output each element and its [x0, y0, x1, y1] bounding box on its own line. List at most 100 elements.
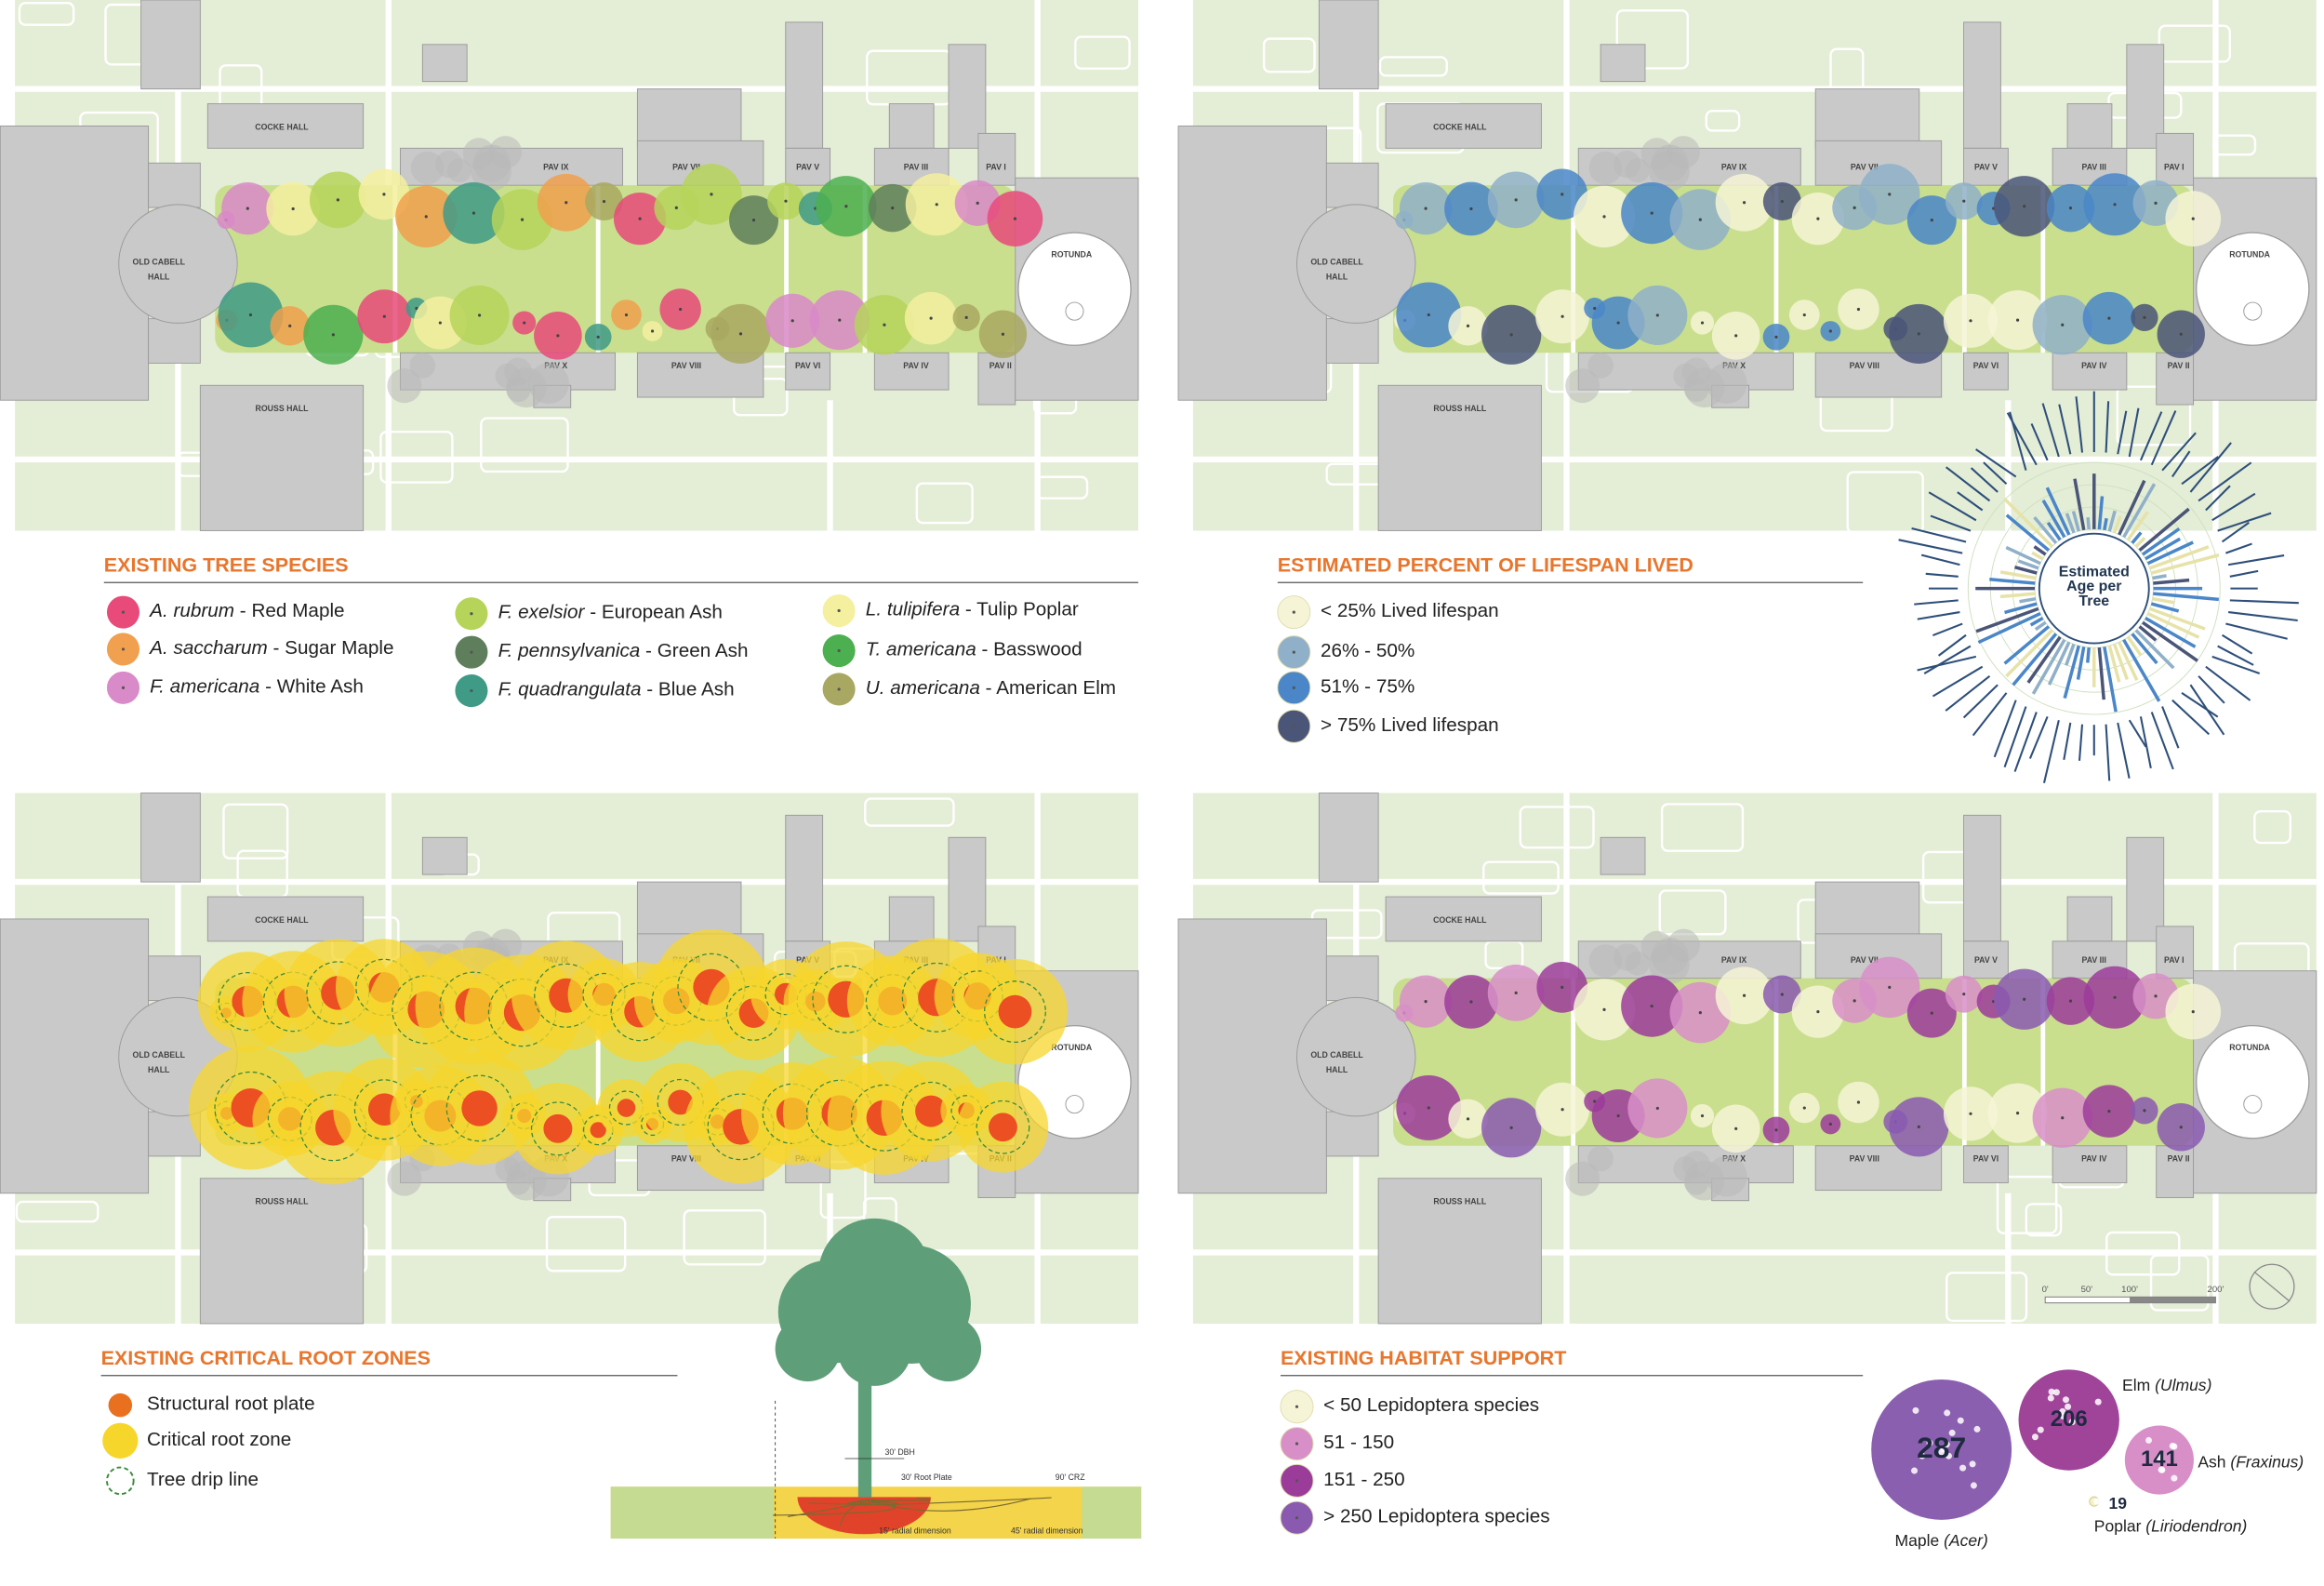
radial-label-stub — [2028, 715, 2049, 759]
building — [199, 1178, 365, 1325]
radial-title: Tree — [2078, 593, 2109, 609]
tree-center — [1774, 1128, 1778, 1132]
butterfly — [2093, 1498, 2101, 1505]
radial-bar — [1999, 592, 2036, 599]
tree-center — [1853, 206, 1856, 209]
legend-label: 51% - 75% — [1321, 676, 1414, 698]
rotunda-oculus — [2243, 301, 2263, 321]
tree-center — [1700, 321, 1705, 325]
legend-dot — [837, 608, 841, 613]
tree-center — [415, 306, 418, 311]
building — [1318, 0, 1379, 90]
crown — [775, 1315, 841, 1382]
tree-center — [929, 316, 933, 320]
radial-label-stub — [1983, 461, 2008, 486]
tree-center — [1962, 199, 1966, 203]
radial-bar — [2034, 620, 2047, 632]
north-arrow — [2249, 1263, 2295, 1310]
radial-label-stub — [2229, 599, 2299, 605]
tree-center — [1593, 306, 1597, 311]
map-label: PAV VIII — [1850, 1153, 1879, 1163]
radial-bar — [2146, 611, 2200, 639]
tree-center — [438, 321, 442, 325]
lawn-path — [784, 978, 789, 1146]
radial-label-stub — [1993, 700, 2017, 758]
tree-center — [2113, 203, 2117, 207]
footpath-block — [683, 1209, 766, 1266]
map-label: OLD CABELL — [1310, 257, 1363, 266]
habitat-value: 206 — [2051, 1406, 2088, 1432]
footpath-block — [2116, 385, 2192, 446]
tree-center — [1856, 1100, 1861, 1104]
legend-latin: F. americana — [150, 676, 259, 698]
legend-dot — [121, 647, 126, 651]
building — [1963, 1145, 2009, 1184]
building — [2126, 44, 2165, 149]
radial-center — [2038, 532, 2150, 645]
radial-bar — [1999, 570, 2037, 580]
radial-bar — [2153, 578, 2190, 585]
butterfly — [1944, 1409, 1951, 1417]
radial-label-stub — [2161, 706, 2180, 749]
butterfly — [2059, 1407, 2066, 1415]
radial-bar — [2045, 486, 2071, 536]
radial-label-stub — [1930, 514, 1972, 532]
map-label: ROTUNDA — [1051, 1043, 1092, 1052]
tree-center — [1514, 991, 1518, 994]
radial-label-stub — [2139, 411, 2163, 461]
tree-center — [1917, 332, 1920, 336]
legend-common: 51% - 75% — [1321, 676, 1414, 698]
butterfly — [1945, 1452, 1952, 1459]
drip-line — [976, 1100, 1030, 1154]
tree-center — [1514, 198, 1518, 202]
radial-label-stub — [2221, 633, 2253, 655]
building — [140, 0, 201, 90]
building — [118, 204, 238, 324]
root — [773, 1499, 896, 1516]
habitat-genus: (Liriodendron) — [2145, 1516, 2247, 1535]
footpath-block — [1519, 806, 1595, 849]
radial-bar — [2086, 646, 2091, 663]
radial-bar — [2033, 515, 2058, 544]
legend-common: > 75% Lived lifespan — [1321, 714, 1499, 736]
tree-center — [1774, 335, 1778, 339]
existing-tree — [506, 1170, 531, 1195]
radial-label-stub — [2117, 410, 2128, 455]
existing-tree — [435, 150, 463, 179]
habitat-name: Ash — [2198, 1452, 2230, 1471]
building — [2156, 1145, 2195, 1198]
legend-dot — [1295, 1442, 1299, 1446]
diagram-label: 90' CRZ — [1056, 1473, 1085, 1482]
diagram-label: 30' Root Plate — [901, 1473, 952, 1482]
footpath-block — [1705, 110, 1741, 132]
radial-label-stub — [2030, 423, 2049, 461]
tree-center — [2191, 217, 2195, 220]
radial-bar — [2122, 638, 2161, 702]
footpath-block — [1660, 803, 1745, 852]
legend-dot — [470, 612, 473, 616]
building — [1963, 940, 2009, 980]
legend-dot — [121, 610, 126, 614]
existing-tree — [409, 353, 436, 379]
butterfly — [1957, 1417, 1964, 1424]
building — [421, 44, 468, 83]
tree-center — [1616, 1113, 1620, 1118]
lawn-path — [595, 185, 601, 353]
legend-common: > 250 Lepidoptera species — [1323, 1506, 1549, 1527]
turf-left — [610, 1486, 775, 1539]
map-label: COCKE HALL — [1433, 915, 1487, 925]
radial-bar — [2031, 638, 2066, 695]
tree-center — [1780, 993, 1784, 996]
existing-tree — [1706, 1155, 1747, 1197]
lawn-path — [392, 185, 398, 353]
existing-tree — [528, 363, 569, 405]
building — [1325, 955, 1379, 1002]
building — [785, 21, 824, 149]
legend-label: F. pennsylvanica - Green Ash — [498, 641, 749, 662]
existing-tree — [472, 144, 511, 182]
building — [2156, 132, 2195, 186]
tree-center — [1802, 313, 1806, 317]
tree-center — [1802, 1106, 1806, 1110]
legend-label: 151 - 250 — [1323, 1469, 1404, 1490]
